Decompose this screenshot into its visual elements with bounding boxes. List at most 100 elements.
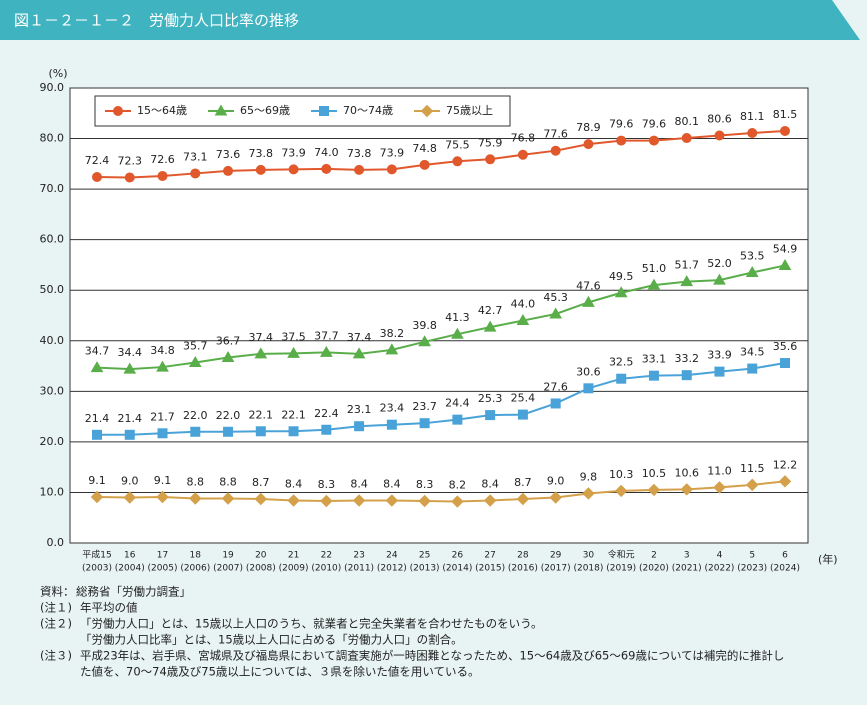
data-label: 36.7 — [216, 334, 241, 347]
marker — [287, 494, 300, 507]
data-label: 44.0 — [511, 298, 536, 311]
data-label: 33.9 — [707, 349, 732, 362]
data-label: 73.6 — [216, 148, 241, 161]
marker — [681, 370, 692, 381]
y-tick-label: 10.0 — [40, 485, 65, 498]
data-label: 9.1 — [154, 474, 172, 487]
x-tick-label: 21 — [288, 551, 299, 561]
marker — [352, 494, 366, 507]
x-tick-label: 23 — [353, 551, 364, 561]
marker — [550, 398, 561, 409]
marker — [418, 494, 431, 508]
marker — [614, 484, 628, 498]
data-label: 35.7 — [183, 340, 208, 353]
x-tick-label: 22 — [321, 551, 332, 561]
y-axis-label: (%) — [48, 67, 67, 80]
note-text: 年平均の値 — [80, 601, 138, 615]
marker — [616, 135, 627, 146]
data-label: 8.7 — [252, 476, 270, 489]
marker — [190, 426, 201, 437]
data-label: 10.6 — [674, 466, 699, 479]
y-tick-label: 30.0 — [40, 384, 65, 397]
note-text: 「労働力人口比率」とは、15歳以上人口に占める「労働力人口」の割合。 — [80, 633, 463, 647]
legend-label: 75歳以上 — [446, 104, 493, 117]
series-line — [96, 264, 786, 371]
marker — [614, 286, 628, 298]
x-tick-year: (2009) — [279, 564, 309, 574]
series-line — [97, 362, 786, 436]
marker — [549, 307, 563, 319]
legend-label: 65～69歳 — [240, 104, 290, 117]
marker — [124, 172, 135, 183]
data-label: 73.8 — [249, 147, 274, 160]
data-label: 37.4 — [347, 331, 372, 344]
data-label: 22.4 — [314, 407, 339, 420]
marker — [92, 171, 102, 182]
data-label: 81.5 — [773, 108, 798, 121]
x-tick-label: 2 — [651, 551, 657, 561]
x-tick-year: (2015) — [475, 564, 505, 574]
x-tick-label: 6 — [782, 551, 788, 561]
marker — [123, 491, 136, 504]
data-label: 35.6 — [773, 340, 798, 353]
marker — [288, 164, 299, 175]
marker — [485, 410, 496, 421]
note-label: 資料： — [40, 585, 75, 599]
data-label: 21.4 — [85, 412, 110, 425]
data-label: 9.0 — [547, 475, 565, 488]
x-tick-label: 16 — [124, 551, 136, 561]
x-tick-label: 4 — [717, 551, 723, 561]
marker — [549, 491, 562, 504]
x-tick-year: (2006) — [180, 564, 210, 574]
series-line — [96, 129, 786, 179]
data-label: 34.8 — [150, 344, 175, 357]
marker — [746, 478, 759, 492]
marker — [516, 492, 530, 506]
data-label: 80.6 — [707, 113, 732, 126]
marker — [778, 475, 792, 488]
marker — [647, 483, 661, 497]
x-tick-label: 25 — [419, 551, 430, 561]
x-tick-label: 30 — [583, 551, 595, 561]
marker — [583, 383, 594, 394]
x-tick-year: (2007) — [213, 564, 243, 574]
marker — [778, 258, 792, 270]
marker — [189, 492, 202, 505]
data-label: 11.0 — [707, 464, 732, 477]
data-label: 42.7 — [478, 304, 503, 317]
data-label: 8.3 — [416, 478, 434, 491]
y-tick-label: 90.0 — [40, 81, 65, 94]
data-label: 34.7 — [85, 345, 110, 358]
x-tick-year: (2011) — [344, 564, 374, 574]
data-label: 21.7 — [150, 410, 175, 423]
x-tick-label: 28 — [517, 551, 529, 561]
data-label: 51.0 — [642, 262, 667, 275]
marker — [420, 104, 434, 118]
marker — [156, 490, 169, 504]
data-label: 12.2 — [773, 458, 798, 471]
marker — [516, 314, 530, 326]
data-label: 80.1 — [674, 115, 699, 128]
marker — [354, 421, 365, 432]
marker — [451, 495, 464, 508]
marker — [582, 295, 595, 307]
marker — [214, 104, 228, 116]
data-label: 33.2 — [674, 352, 699, 365]
series-line — [96, 480, 786, 503]
data-label: 8.3 — [318, 478, 336, 491]
data-label: 23.1 — [347, 403, 372, 416]
marker — [452, 414, 463, 425]
data-label: 23.7 — [412, 400, 437, 413]
y-tick-label: 60.0 — [40, 233, 65, 246]
y-tick-label: 80.0 — [40, 132, 65, 145]
data-label: 74.0 — [314, 146, 339, 159]
x-tick-label: 18 — [190, 551, 202, 561]
marker — [483, 320, 497, 332]
x-tick-year: (2020) — [639, 564, 669, 574]
marker — [319, 345, 333, 357]
data-label: 37.4 — [249, 331, 274, 344]
marker — [90, 490, 104, 504]
data-label: 81.1 — [740, 110, 765, 123]
marker — [386, 164, 397, 175]
